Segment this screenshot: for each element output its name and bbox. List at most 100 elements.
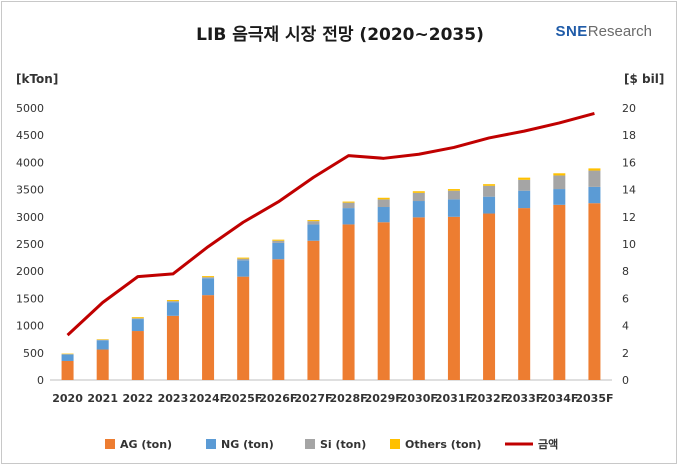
bar-si-2029F (377, 199, 390, 208)
bar-ag-2025F (237, 276, 250, 380)
x-tick-label: 2035F (575, 392, 613, 405)
legend-label: 금액 (538, 438, 558, 451)
bar-ng-2027F (307, 224, 320, 241)
bar-si-2028F (342, 202, 355, 209)
right-tick-label: 0 (622, 374, 629, 387)
bar-si-2031F (447, 190, 460, 200)
bar-ag-2030F (412, 217, 425, 380)
bar-ag-2029F (377, 222, 390, 380)
bar-si-2027F (307, 221, 320, 225)
x-tick-label: 2023 (158, 392, 189, 405)
x-tick-label: 2030F (400, 392, 438, 405)
right-tick-label: 12 (622, 211, 636, 224)
bar-others-2031F (447, 189, 460, 191)
bar-others-2034F (553, 173, 566, 176)
bar-ag-2031F (447, 216, 460, 380)
right-tick-label: 14 (622, 184, 636, 197)
right-tick-label: 4 (622, 320, 629, 333)
legend-swatch (305, 439, 315, 449)
bar-others-2024F (202, 276, 215, 278)
x-tick-label: 2032F (470, 392, 508, 405)
x-tick-label: 2024F (189, 392, 227, 405)
bar-ag-2024F (202, 295, 215, 380)
bar-ng-2022 (131, 319, 144, 332)
legend-label: Others (ton) (405, 438, 481, 451)
bar-si-2033F (518, 179, 531, 191)
left-tick-label: 4500 (16, 129, 44, 142)
bar-ag-2021 (96, 349, 109, 380)
bar-ag-2033F (518, 208, 531, 380)
right-tick-label: 18 (622, 129, 636, 142)
legend-label: AG (ton) (120, 438, 172, 451)
left-tick-label: 500 (23, 347, 44, 360)
bar-ag-2032F (483, 213, 496, 380)
bar-ag-2035F (588, 203, 601, 380)
left-tick-label: 1500 (16, 292, 44, 305)
bar-si-2021 (96, 339, 109, 341)
bar-ng-2029F (377, 207, 390, 223)
left-tick-label: 3500 (16, 184, 44, 197)
bar-ag-2026F (272, 259, 285, 380)
bar-si-2032F (483, 185, 496, 197)
legend-label: NG (ton) (221, 438, 274, 451)
bar-others-2028F (342, 201, 355, 203)
bar-ng-2033F (518, 190, 531, 209)
x-tick-label: 2026F (259, 392, 297, 405)
bar-ag-2034F (553, 204, 566, 380)
bar-ng-2020 (61, 354, 74, 361)
left-tick-label: 1000 (16, 320, 44, 333)
left-tick-label: 3000 (16, 211, 44, 224)
x-tick-label: 2033F (505, 392, 543, 405)
bar-ag-2023 (166, 315, 179, 380)
bar-others-2035F (588, 168, 601, 171)
bar-ng-2032F (483, 196, 496, 214)
bar-others-2027F (307, 220, 320, 222)
x-tick-label: 2022 (123, 392, 154, 405)
chart-title: LIB 음극재 시장 전망 (2020~2035) (196, 25, 484, 45)
bar-others-2030F (412, 191, 425, 193)
bar-ng-2035F (588, 186, 601, 204)
bar-others-2032F (483, 184, 496, 186)
bar-ng-2023 (166, 302, 179, 316)
line-series-amount (66, 111, 595, 337)
bar-si-2030F (412, 192, 425, 202)
left-tick-label: 4000 (16, 156, 44, 169)
bar-ng-2021 (96, 340, 109, 350)
bar-ng-2031F (447, 199, 460, 217)
logo-suffix: Research (587, 23, 652, 40)
bar-ag-2022 (131, 331, 144, 380)
left-tick-label: 0 (37, 374, 44, 387)
bar-others-2022 (131, 317, 144, 319)
bar-others-2029F (377, 197, 390, 200)
right-tick-label: 16 (622, 156, 636, 169)
bar-ng-2025F (237, 260, 250, 277)
x-tick-label: 2034F (540, 392, 578, 405)
logo-brand: SNE (555, 23, 588, 40)
bar-ng-2024F (202, 278, 215, 296)
right-tick-label: 8 (622, 265, 629, 278)
right-tick-label: 20 (622, 102, 636, 115)
left-tick-label: 2500 (16, 238, 44, 251)
bar-others-2021 (96, 339, 109, 340)
bar-ng-2028F (342, 208, 355, 225)
bar-si-2025F (237, 258, 250, 261)
legend-swatch (390, 439, 400, 449)
bar-ng-2030F (412, 201, 425, 218)
bar-si-2034F (553, 175, 566, 190)
bar-si-2035F (588, 170, 601, 187)
right-tick-label: 6 (622, 292, 629, 305)
bar-ag-2027F (307, 240, 320, 380)
left-axis-unit: [kTon] (16, 72, 59, 86)
bar-si-2022 (131, 318, 144, 320)
sne-research-logo: SNEResearch (555, 23, 652, 40)
legend-swatch (206, 439, 216, 449)
legend-label: Si (ton) (320, 438, 366, 451)
right-axis-unit: [$ bil] (624, 72, 665, 86)
x-tick-label: 2020 (52, 392, 83, 405)
right-tick-label: 2 (622, 347, 629, 360)
bar-others-2023 (166, 300, 179, 302)
bar-others-2026F (272, 239, 285, 241)
bar-si-2024F (202, 277, 215, 279)
left-tick-label: 2000 (16, 265, 44, 278)
x-tick-label: 2028F (329, 392, 367, 405)
